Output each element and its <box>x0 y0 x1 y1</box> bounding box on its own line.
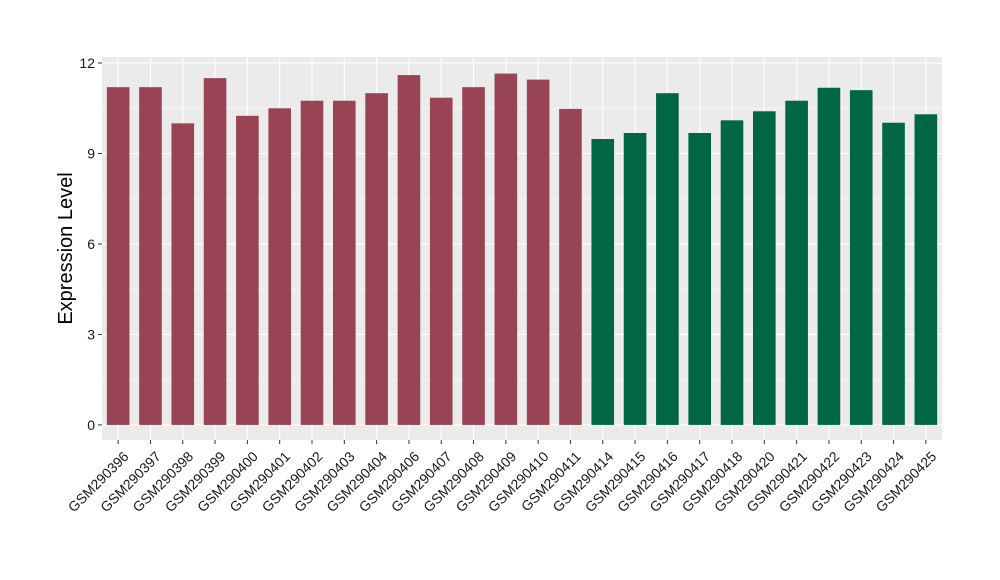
bar-GSM290404 <box>365 93 388 425</box>
bar-GSM290403 <box>333 100 356 425</box>
bars <box>106 73 938 425</box>
y-tick-label: 0 <box>87 417 95 433</box>
bar-GSM290406 <box>397 75 421 425</box>
bar-GSM290418 <box>720 120 744 425</box>
y-axis-title: Expression Level <box>55 172 77 324</box>
y-tick-label: 12 <box>79 55 95 71</box>
bar-GSM290415 <box>623 132 647 425</box>
bar-GSM290414 <box>591 139 615 425</box>
bar-GSM290416 <box>656 93 679 425</box>
bar-GSM290423 <box>849 90 873 425</box>
bar-GSM290421 <box>785 100 808 425</box>
bar-GSM290397 <box>139 87 162 425</box>
bar-GSM290407 <box>429 97 453 425</box>
bar-GSM290396 <box>106 87 130 425</box>
bar-GSM290422 <box>817 87 841 425</box>
bar-GSM290399 <box>203 78 227 425</box>
bar-GSM290409 <box>494 73 518 425</box>
y-tick-label: 6 <box>87 236 95 252</box>
bar-GSM290420 <box>753 111 776 425</box>
bar-GSM290398 <box>171 123 195 425</box>
plot-panel <box>102 57 942 440</box>
bar-GSM290411 <box>559 108 582 425</box>
bar-GSM290410 <box>526 79 550 425</box>
y-tick-label: 3 <box>87 326 95 342</box>
bar-GSM290424 <box>882 122 905 425</box>
bar-GSM290417 <box>688 132 711 425</box>
bar-GSM290408 <box>462 87 485 425</box>
y-tick-label: 9 <box>87 146 95 162</box>
bar-GSM290400 <box>236 115 259 425</box>
bar-GSM290425 <box>914 114 938 425</box>
bar-GSM290402 <box>300 100 324 425</box>
bar-GSM290401 <box>268 108 291 425</box>
